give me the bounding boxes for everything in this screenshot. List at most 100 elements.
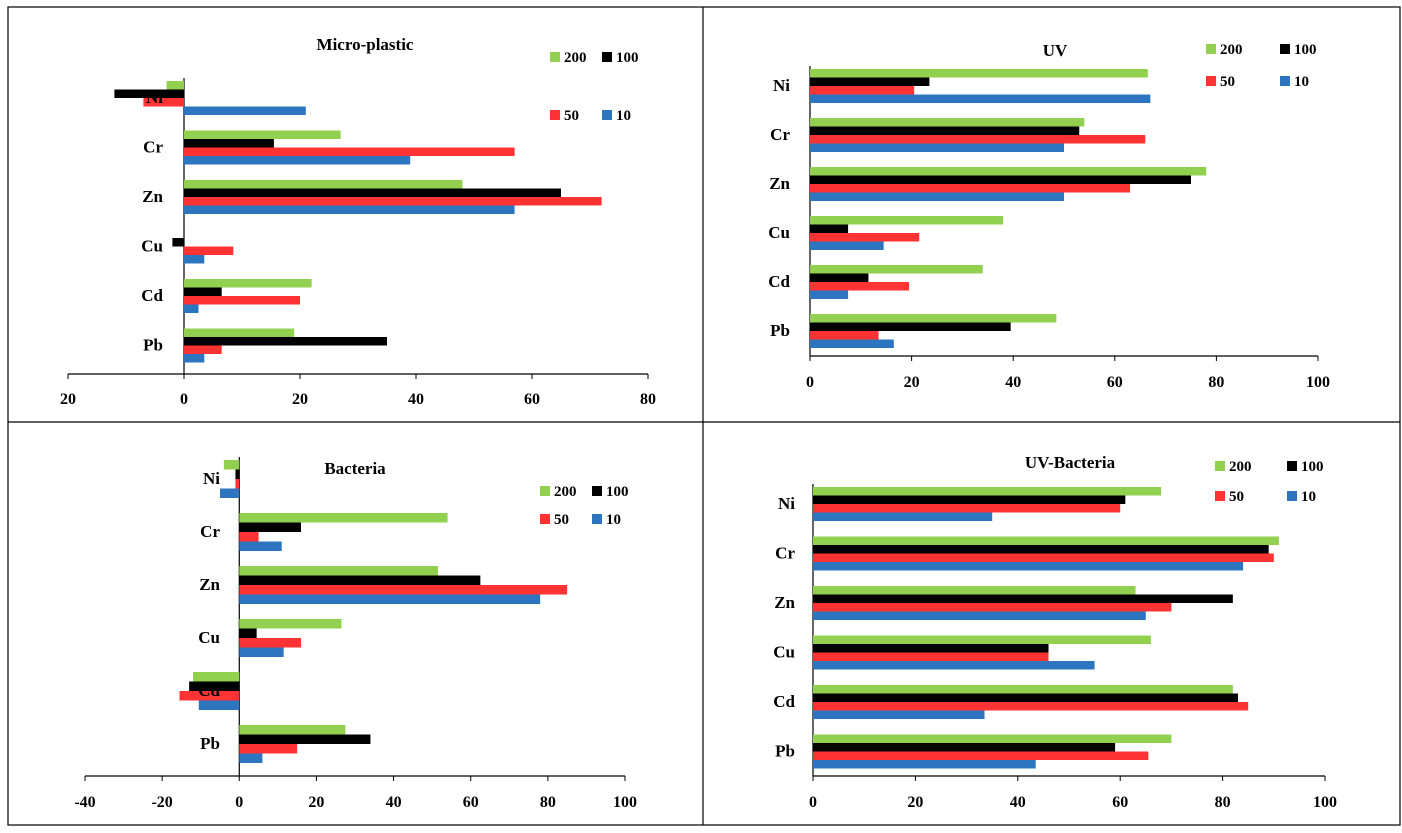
- bar-ni-200: [167, 81, 184, 90]
- category-label: Pb: [770, 321, 790, 340]
- category-label: Cd: [773, 692, 795, 711]
- legend-swatch-100: [1280, 44, 1290, 54]
- x-tick-label: 40: [408, 391, 424, 408]
- legend-label-10: 10: [606, 512, 621, 528]
- bar-ni-100: [810, 78, 929, 87]
- x-tick-label: -20: [151, 794, 172, 811]
- bar-zn-50: [813, 603, 1171, 612]
- bar-cu-10: [239, 648, 283, 658]
- bar-zn-50: [184, 197, 602, 206]
- x-tick-label: 100: [1313, 794, 1337, 811]
- category-label: Cu: [768, 223, 790, 242]
- bar-zn-200: [184, 180, 462, 189]
- bar-cr-200: [184, 131, 341, 140]
- legend-label-200: 200: [1220, 42, 1243, 58]
- bar-pb-100: [184, 337, 387, 346]
- legend-swatch-50: [550, 110, 560, 120]
- bar-zn-50: [810, 184, 1130, 193]
- bar-cu-50: [239, 638, 301, 648]
- bar-zn-200: [810, 167, 1206, 176]
- bar-ni-10: [813, 513, 992, 522]
- bar-ni-50: [810, 86, 914, 95]
- legend-swatch-10: [1280, 76, 1290, 86]
- category-label: Ni: [203, 469, 220, 488]
- category-label: Pb: [775, 742, 795, 761]
- x-tick-label: 60: [1107, 374, 1123, 391]
- bar-pb-50: [239, 744, 297, 754]
- legend-label-10: 10: [1301, 489, 1316, 505]
- x-tick-label: 20: [904, 374, 920, 391]
- legend-swatch-50: [1215, 491, 1225, 501]
- legend-swatch-200: [1215, 461, 1225, 471]
- bar-cr-100: [184, 139, 274, 148]
- bar-pb-50: [810, 331, 879, 340]
- bar-cu-200: [239, 619, 341, 629]
- legend-swatch-50: [1206, 76, 1216, 86]
- bar-cd-10: [184, 305, 199, 314]
- legend-swatch-100: [592, 486, 602, 496]
- legend-swatch-200: [550, 52, 560, 62]
- category-label: Pb: [143, 336, 163, 355]
- bar-cr-50: [184, 148, 515, 157]
- category-label: Ni: [778, 494, 795, 513]
- bar-cd-10: [199, 701, 240, 711]
- x-tick-label: 80: [540, 794, 556, 811]
- bar-cu-10: [184, 255, 204, 264]
- x-tick-label: 20: [292, 391, 308, 408]
- chart-title: UV-Bacteria: [1025, 453, 1116, 472]
- bar-ni-100: [813, 496, 1125, 505]
- bar-cr-200: [810, 118, 1084, 127]
- bar-pb-50: [813, 752, 1148, 761]
- legend-swatch-200: [540, 486, 550, 496]
- legend-swatch-200: [1206, 44, 1216, 54]
- bar-zn-100: [810, 176, 1191, 185]
- bar-zn-10: [810, 193, 1064, 202]
- category-label: Cu: [141, 237, 163, 256]
- bar-pb-10: [239, 754, 262, 764]
- bar-ni-10: [184, 107, 306, 116]
- bar-cr-10: [239, 542, 281, 552]
- bar-cd-100: [184, 288, 222, 297]
- bar-cd-50: [184, 296, 300, 305]
- bar-ni-200: [810, 69, 1148, 78]
- category-label: Cu: [773, 643, 795, 662]
- bar-cu-10: [813, 661, 1095, 670]
- category-label: Cr: [143, 138, 163, 157]
- category-label: Ni: [773, 76, 790, 95]
- bar-zn-200: [239, 566, 438, 576]
- bar-ni-10: [810, 95, 1150, 104]
- legend-label-50: 50: [554, 512, 569, 528]
- bar-zn-10: [184, 206, 515, 215]
- bar-cd-100: [810, 274, 868, 283]
- x-tick-label: 0: [809, 794, 817, 811]
- bar-pb-200: [810, 314, 1056, 323]
- bar-cd-10: [813, 711, 985, 720]
- bar-cr-10: [184, 156, 410, 165]
- legend-swatch-100: [1287, 461, 1297, 471]
- bar-cu-100: [813, 644, 1049, 653]
- legend-swatch-10: [592, 514, 602, 524]
- bar-zn-100: [239, 576, 480, 586]
- legend-label-200: 200: [564, 50, 587, 66]
- legend-label-100: 100: [606, 484, 629, 500]
- bar-cu-200: [810, 216, 1003, 225]
- category-label: Cr: [200, 522, 220, 541]
- legend-label-50: 50: [1220, 74, 1235, 90]
- bar-pb-10: [813, 760, 1036, 769]
- x-tick-label: 40: [1010, 794, 1026, 811]
- bar-cu-200: [813, 636, 1151, 645]
- legend-label-10: 10: [616, 108, 631, 124]
- bar-cu-100: [810, 225, 848, 234]
- bar-cr-200: [239, 513, 447, 523]
- bar-ni-50: [235, 479, 239, 489]
- x-tick-label: 100: [613, 794, 637, 811]
- category-label: Ni: [146, 88, 163, 107]
- x-tick-label: 0: [235, 794, 243, 811]
- bar-cd-200: [184, 279, 312, 288]
- category-label: Zn: [769, 174, 790, 193]
- bar-pb-10: [810, 340, 894, 349]
- legend-label-100: 100: [1301, 459, 1324, 475]
- bar-cr-50: [813, 554, 1274, 563]
